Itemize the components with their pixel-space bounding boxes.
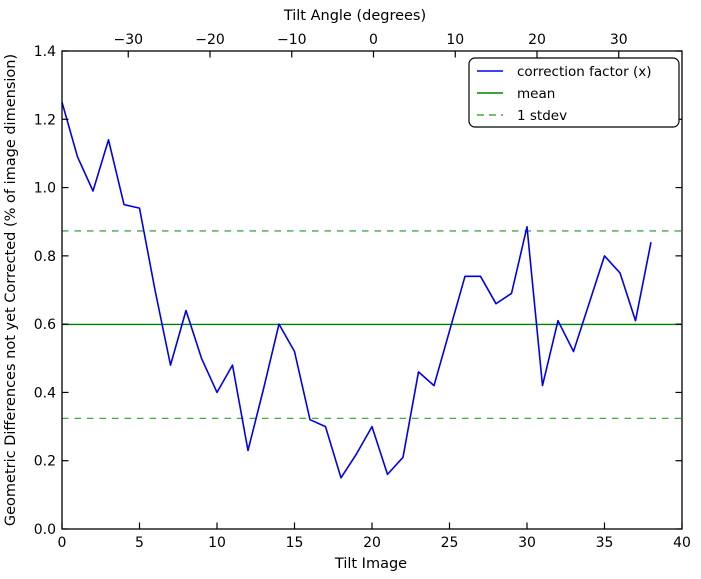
- top-tick-label: −30: [113, 32, 143, 48]
- legend: correction factor (x) mean 1 stdev: [468, 57, 680, 128]
- x-tick-label: 20: [363, 535, 381, 551]
- legend-item-label: correction factor (x): [517, 64, 652, 80]
- correction-factor-line: [61, 101, 652, 479]
- tick-labels: 0 5 10 15 20 25 30 35 40 −30 −20 −10 0 10 20 30 0.0 0.2 0.…: [34, 32, 691, 551]
- y-tick-label: 1.2: [34, 112, 56, 128]
- top-tick-label: −10: [277, 32, 307, 48]
- axis-ticks: [61, 50, 683, 530]
- top-tick-label: 20: [528, 32, 546, 48]
- top-tick-label: 10: [446, 32, 464, 48]
- x-axis-title: Tilt Image: [334, 556, 407, 572]
- correction-factor-path: [61, 101, 652, 479]
- stdev-lines: [62, 230, 682, 420]
- top-tick-label: −20: [195, 32, 225, 48]
- top-tick-label: 0: [369, 32, 378, 48]
- x-tick-label: 15: [286, 535, 304, 551]
- x-tick-label: 10: [208, 535, 226, 551]
- y-tick-label: 0.8: [34, 249, 56, 265]
- y-tick-label: 0.2: [34, 454, 56, 470]
- y-axis-title: Geometric Differences not yet Corrected …: [3, 54, 19, 526]
- y-tick-label: 0.4: [34, 385, 56, 401]
- top-tick-label: 30: [610, 32, 628, 48]
- y-tick-label: 1.0: [34, 181, 56, 197]
- y-tick-label: 0.6: [34, 317, 56, 333]
- y-tick-label: 1.4: [34, 44, 56, 60]
- legend-box: [468, 57, 680, 128]
- top-axis-title: Tilt Angle (degrees): [283, 8, 426, 24]
- legend-item-label: mean: [517, 86, 555, 102]
- x-tick-label: 35: [596, 535, 614, 551]
- x-tick-label: 30: [518, 535, 536, 551]
- x-tick-label: 40: [673, 535, 691, 551]
- x-tick-label: 0: [58, 535, 67, 551]
- x-tick-label: 25: [441, 535, 459, 551]
- y-tick-label: 0.0: [34, 522, 56, 538]
- x-tick-label: 5: [135, 535, 144, 551]
- legend-item-label: 1 stdev: [517, 108, 567, 124]
